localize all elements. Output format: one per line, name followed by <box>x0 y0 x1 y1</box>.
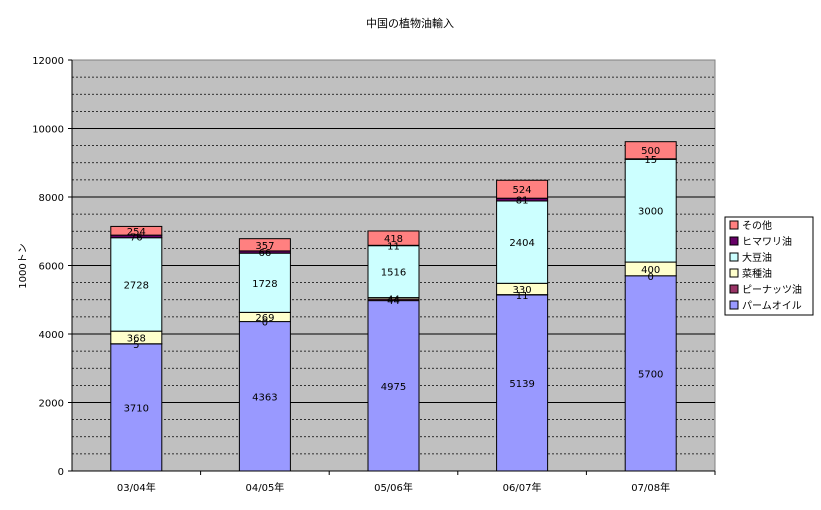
bar-segment <box>110 237 163 332</box>
legend-swatch <box>729 252 739 262</box>
data-label: 357 <box>255 241 274 252</box>
data-label: 44 <box>387 294 400 305</box>
y-axis-label: 1000トン <box>18 243 29 288</box>
data-label: 5139 <box>509 379 534 390</box>
data-label: 418 <box>384 234 403 245</box>
data-label: 3710 <box>124 403 149 414</box>
legend-box <box>724 216 814 316</box>
x-tick-label: 06/07年 <box>503 481 542 494</box>
bar-segment <box>367 300 420 472</box>
data-label: 66 <box>259 248 272 259</box>
data-label: 3000 <box>638 207 663 218</box>
bars <box>110 141 677 472</box>
data-label: 76 <box>130 232 143 243</box>
legend-label: 菜種油 <box>742 267 772 280</box>
data-label: 15 <box>644 155 657 166</box>
data-label: 500 <box>641 146 660 157</box>
legend-label: 大豆油 <box>742 251 772 264</box>
legend-swatch <box>729 284 739 294</box>
bar-segment <box>624 141 677 160</box>
bar-segment <box>110 225 163 236</box>
chart-title: 中国の植物油輸入 <box>366 16 454 30</box>
data-label: 4975 <box>381 382 406 393</box>
data-label: 0 <box>648 272 654 283</box>
data-label: 2404 <box>509 238 534 249</box>
data-label: 400 <box>641 265 660 276</box>
x-tick-label: 05/06年 <box>374 481 413 494</box>
legend-label: パームオイル <box>742 300 802 312</box>
data-label: 4363 <box>252 392 277 403</box>
data-label: 368 <box>127 333 146 344</box>
legend-swatch <box>729 300 739 310</box>
data-label: 44 <box>387 296 400 307</box>
legend-swatch <box>729 220 739 230</box>
y-tick-label: 10000 <box>32 125 64 136</box>
x-tick-label: 04/05年 <box>245 481 284 494</box>
bar-segment <box>238 321 291 472</box>
data-label: 5 <box>133 340 139 351</box>
legend-label: ヒマワリ油 <box>742 235 792 248</box>
y-tick-label: 8000 <box>39 193 64 204</box>
data-label: 1728 <box>252 279 277 290</box>
bar-segment <box>238 238 291 252</box>
bar-segment <box>496 294 549 472</box>
data-label: 1516 <box>381 268 406 279</box>
bar-segment <box>496 179 549 199</box>
x-tick-label: 07/08年 <box>631 481 670 494</box>
y-tick-label: 0 <box>58 467 64 478</box>
y-tick-label: 2000 <box>39 399 64 410</box>
data-label: 5700 <box>638 369 663 380</box>
bar-segment <box>624 275 677 472</box>
y-tick-label: 12000 <box>32 56 64 67</box>
data-label: 330 <box>513 285 532 296</box>
bar-segment <box>624 158 677 263</box>
bar-segment <box>238 252 291 313</box>
legend-swatch <box>729 236 739 246</box>
data-labels: 3710536827287625443630269172866357497544… <box>124 146 664 414</box>
data-label: 0 <box>262 318 268 329</box>
data-label: 11 <box>516 291 529 302</box>
bar-segment <box>110 343 163 472</box>
data-label: 524 <box>513 185 532 196</box>
data-label: 11 <box>387 241 400 252</box>
data-label: 81 <box>516 196 529 207</box>
bar-segment <box>367 230 420 246</box>
legend-swatch <box>729 268 739 278</box>
legend-label: その他 <box>742 219 772 232</box>
x-tick-label: 03/04年 <box>117 481 156 494</box>
data-label: 269 <box>255 313 274 324</box>
data-label: 254 <box>127 227 146 238</box>
y-tick-label: 4000 <box>39 330 64 341</box>
bar-segment <box>496 200 549 284</box>
data-label: 2728 <box>124 280 149 291</box>
y-tick-label: 6000 <box>39 262 64 273</box>
bar-segment <box>367 245 420 299</box>
legend-label: ピーナッツ油 <box>742 283 802 296</box>
